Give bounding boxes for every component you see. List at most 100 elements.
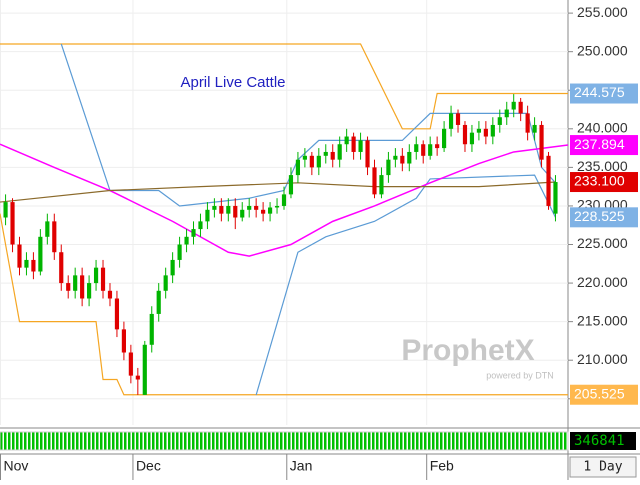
candle-body: [121, 329, 126, 353]
candle-body: [93, 267, 99, 284]
value-label: 228.525: [574, 208, 625, 224]
value-label-bg: [570, 384, 638, 405]
candle-body: [532, 124, 537, 133]
candle-body: [240, 209, 245, 218]
candle-body: [254, 205, 259, 210]
period-box: [569, 456, 637, 478]
candle-body: [274, 205, 280, 208]
watermark-sub: powered by DTN: [486, 370, 554, 380]
candle-body: [177, 244, 182, 260]
candle-body: [351, 136, 356, 152]
candle-body: [261, 209, 266, 214]
candle-body: [59, 252, 64, 284]
value-label: 237.894: [574, 136, 625, 152]
candle-body: [379, 175, 384, 195]
candle-body: [448, 113, 454, 129]
candle-body: [476, 128, 481, 133]
volume-bar: [0, 431, 569, 451]
candle-body: [455, 113, 461, 125]
candle-body: [393, 155, 398, 160]
candle-body: [100, 267, 106, 291]
value-label: 233.100: [574, 173, 625, 189]
candle-body: [128, 352, 133, 376]
candle-body: [233, 205, 238, 218]
candle-body: [442, 128, 447, 149]
indicator-line: [0, 181, 556, 203]
candle-body: [219, 205, 224, 214]
candle-body: [316, 155, 321, 168]
candle-body: [226, 205, 231, 214]
y-tick-label: 235.000: [577, 158, 628, 174]
candle-body: [365, 140, 370, 168]
candle-body: [483, 128, 488, 137]
value-label: 244.575: [574, 84, 625, 100]
y-tick-label: 220.000: [577, 274, 628, 290]
candle-body: [469, 132, 475, 145]
indicator-line: [0, 213, 568, 396]
candle-body: [525, 113, 530, 133]
indicator-line: [0, 43, 568, 130]
candle-body: [309, 155, 314, 168]
candle-body: [114, 298, 120, 330]
candle-body: [358, 140, 363, 152]
candle-body: [267, 207, 273, 214]
candle-body: [386, 159, 391, 176]
candle-body: [435, 144, 440, 149]
candle-body: [497, 117, 502, 125]
y-tick-label: 255.000: [577, 4, 628, 20]
candle-body: [344, 136, 349, 145]
y-tick-label: 240.000: [577, 120, 628, 136]
candle-body: [407, 151, 412, 164]
candle-body: [198, 221, 203, 230]
candle-body: [52, 221, 57, 253]
candle-body: [38, 236, 43, 272]
candle-body: [281, 194, 287, 206]
candle-body: [156, 290, 161, 314]
candle-body: [3, 202, 8, 218]
watermark: ProphetX: [401, 334, 534, 367]
candle-body: [546, 155, 551, 206]
candle-body: [288, 175, 294, 195]
y-tick-label: 225.000: [577, 235, 628, 251]
period: 1 Day: [583, 460, 622, 475]
candle-body: [553, 182, 558, 214]
candle-body: [205, 209, 210, 222]
candle-body: [302, 155, 307, 160]
candle-body: [504, 109, 509, 118]
x-tick-label: Jan: [290, 458, 313, 474]
x-tick-label: Nov: [4, 458, 29, 474]
candle-body: [73, 275, 78, 291]
candle-body: [24, 259, 29, 268]
candle-body: [66, 283, 71, 291]
value-label: 205.525: [574, 385, 625, 401]
value-label-bg: [570, 83, 638, 104]
candle-body: [45, 221, 50, 237]
candle-body: [17, 244, 22, 268]
indicator-line: [255, 174, 557, 396]
candle-body: [212, 205, 217, 210]
value-label-bg: [570, 172, 638, 193]
candle-body: [421, 144, 426, 156]
candle-body: [191, 229, 196, 237]
volume-label-bg: [570, 432, 636, 450]
plot-area: [0, 0, 568, 425]
candle-body: [142, 344, 147, 395]
candle-body: [135, 375, 140, 380]
y-tick-label: 215.000: [577, 312, 628, 328]
candle-body: [490, 124, 495, 137]
candle-body: [539, 124, 544, 160]
candle-body: [428, 144, 433, 156]
candle-body: [414, 144, 419, 152]
candle-body: [10, 202, 15, 245]
candle-body: [511, 101, 516, 110]
candle-body: [400, 155, 405, 164]
candle-body: [149, 313, 154, 345]
candle-body: [247, 205, 252, 210]
annotation: April Live Cattle: [180, 74, 285, 91]
candle-body: [184, 236, 189, 245]
candle-body: [330, 151, 335, 160]
candle-body: [87, 283, 92, 299]
candle-body: [80, 275, 85, 299]
